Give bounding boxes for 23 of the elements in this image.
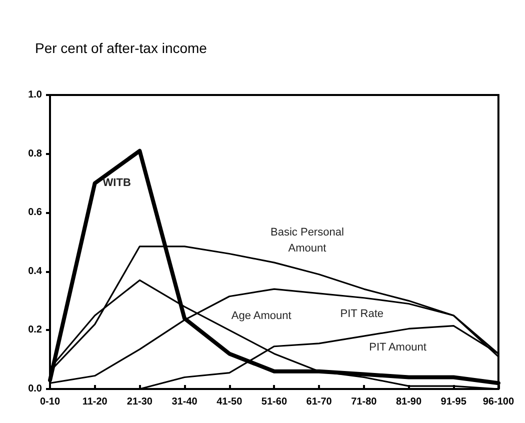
series-label: PIT Amount: [369, 342, 426, 354]
series-label: Basic Personal Amount: [270, 226, 344, 255]
x-tick-label: 11-20: [82, 396, 108, 408]
x-tick-label: 71-80: [351, 396, 378, 408]
x-tick-label: 31-40: [172, 396, 198, 408]
x-tick-label: 61-70: [306, 396, 332, 408]
series-label: PIT Rate: [340, 308, 384, 320]
y-tick-label: 0.8: [28, 148, 42, 160]
y-tick-label: 0.0: [28, 384, 42, 394]
series-label: WITB: [102, 177, 131, 190]
x-tick-label: 41-50: [216, 396, 243, 408]
x-tick-label: 21-30: [126, 396, 153, 408]
chart-title: Per cent of after-tax income: [35, 40, 208, 56]
x-tick-label: 91-95: [440, 396, 467, 408]
x-tick-label: 0-10: [40, 396, 60, 408]
x-tick-label: 51-60: [261, 396, 288, 408]
series-label: Age Amount: [231, 310, 292, 322]
x-tick-label: 96-100: [482, 396, 514, 408]
y-tick-label: 0.6: [28, 207, 42, 218]
y-tick-label: 1.0: [28, 90, 42, 100]
x-tick-label: 81-90: [396, 396, 422, 408]
y-tick-label: 0.4: [28, 266, 42, 277]
y-tick-label: 0.2: [28, 324, 42, 336]
